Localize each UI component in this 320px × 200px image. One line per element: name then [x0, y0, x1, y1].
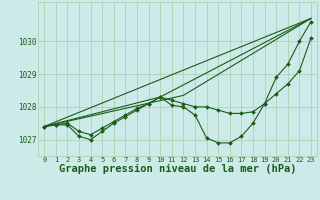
X-axis label: Graphe pression niveau de la mer (hPa): Graphe pression niveau de la mer (hPa) [59, 164, 296, 174]
